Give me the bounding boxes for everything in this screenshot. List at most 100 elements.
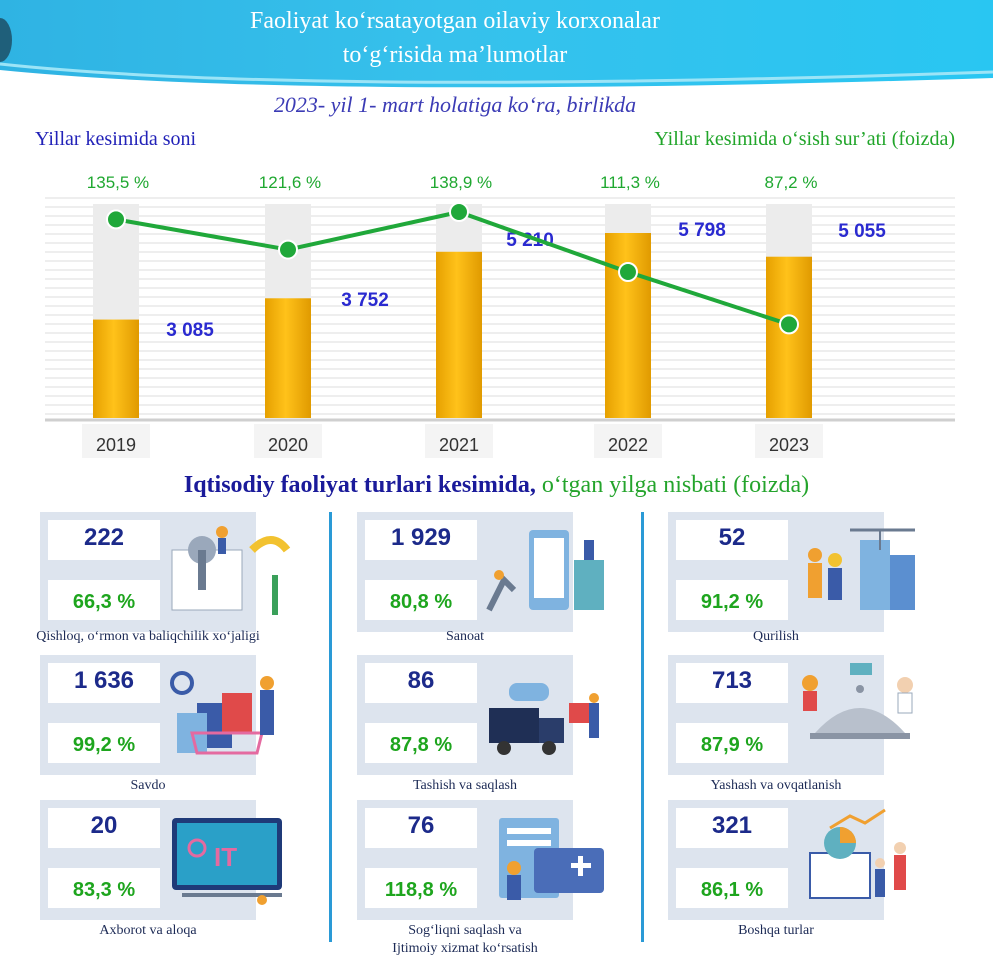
growth-rate-point xyxy=(106,209,126,230)
category-label: 2020 xyxy=(268,435,308,455)
svg-text:IT: IT xyxy=(214,842,237,872)
category-tab xyxy=(425,424,493,458)
category-tab xyxy=(594,424,662,458)
sector-label-line-1: Qurilish xyxy=(753,629,799,644)
sector-label: Qurilish xyxy=(626,628,926,646)
category-label: 2021 xyxy=(439,435,479,455)
growth-rate-point xyxy=(278,239,298,260)
sector-panel: 52 91,2 % xyxy=(668,512,915,632)
bar-2020 xyxy=(265,298,311,418)
sector-label: Sog‘liqni saqlash va Ijtimoiy xizmat ko‘r… xyxy=(315,922,615,958)
growth-rate-label: 138,9 % xyxy=(430,173,492,192)
sector-pct: 91,2 % xyxy=(700,591,764,613)
sector-count: 1 929 xyxy=(390,524,452,551)
growth-rate-label: 87,2 % xyxy=(765,173,818,192)
sector-count: 713 xyxy=(711,667,753,694)
bar-2019 xyxy=(93,319,139,418)
sector-count-box: 86 xyxy=(365,663,477,703)
page-title: Faoliyat ko‘rsatayotgan oilaviy korxonal… xyxy=(150,4,760,72)
growth-rate-label: 111,3 % xyxy=(600,173,660,192)
sector-label: Sanoat xyxy=(315,628,615,646)
line-series-label: Yillar kesimida o‘sish sur’ati (foizda) xyxy=(654,128,955,150)
sector-panel: 1 636 99,2 % xyxy=(40,655,274,775)
sector-count-box: 1 929 xyxy=(365,520,477,560)
sector-panel: 86 87,8 % xyxy=(357,655,599,775)
sector-panel: 1 929 80,8 % xyxy=(357,512,604,632)
analytics-illustration xyxy=(809,808,906,899)
it-illustration: IT xyxy=(172,818,282,905)
header-banner xyxy=(0,0,993,92)
bar-value-label: 5 210 xyxy=(506,230,554,251)
sector-count-box: 52 xyxy=(676,520,788,560)
sector-count: 321 xyxy=(711,812,753,839)
sector-count: 20 xyxy=(90,812,118,839)
sector-pct-box: 99,2 % xyxy=(48,723,160,763)
sector-pct: 86,1 % xyxy=(700,879,764,901)
growth-rate-label: 135,5 % xyxy=(87,173,149,192)
sector-label: Savdo xyxy=(0,777,298,795)
sector-count-box: 1 636 xyxy=(48,663,160,703)
sector-pct-box: 91,2 % xyxy=(676,580,788,620)
sector-count-box: 222 xyxy=(48,520,160,560)
sector-pct: 66,3 % xyxy=(72,591,136,613)
bar-2022 xyxy=(605,233,651,418)
page-subtitle: 2023- yil 1- mart holatiga ko‘ra, birlik… xyxy=(273,92,637,117)
sector-count: 222 xyxy=(83,524,125,551)
title-line-1: Faoliyat ko‘rsatayotgan oilaviy korxonal… xyxy=(250,8,660,34)
sector-pct-box: 87,9 % xyxy=(676,723,788,763)
sector-pct: 80,8 % xyxy=(389,591,453,613)
sector-label-line-1: Axborot va aloqa xyxy=(99,923,197,938)
sector-label: Boshqa turlar xyxy=(626,922,926,940)
construction-illustration xyxy=(808,528,915,610)
column-divider-1 xyxy=(329,512,332,942)
sector-count: 76 xyxy=(407,812,435,839)
sector-label: Axborot va aloqa xyxy=(0,922,298,940)
title-line-2: to‘g‘risida ma’lumotlar xyxy=(342,42,568,68)
sector-pct: 83,3 % xyxy=(72,879,136,901)
bar-2021 xyxy=(436,251,482,418)
category-label: 2019 xyxy=(96,435,136,455)
growth-rate-point xyxy=(449,202,469,222)
agriculture-illustration xyxy=(171,526,291,615)
category-label: 2023 xyxy=(769,435,809,455)
sector-label-line-1: Sanoat xyxy=(445,629,485,644)
bar-value-label: 3 752 xyxy=(341,290,389,311)
sector-pct-box: 118,8 % xyxy=(365,868,477,908)
healthcare-illustration xyxy=(499,818,604,900)
sector-pct-box: 83,3 % xyxy=(48,868,160,908)
category-label: 2022 xyxy=(608,435,648,455)
growth-rate-label: 121,6 % xyxy=(259,173,321,192)
trade-illustration xyxy=(170,671,274,755)
sector-label-line-1: Tashish va saqlash xyxy=(412,778,517,793)
sector-count: 52 xyxy=(718,524,746,551)
industry-illustration xyxy=(486,530,604,612)
sector-pct-box: 86,1 % xyxy=(676,868,788,908)
sector-panel: 713 87,9 % xyxy=(668,655,913,775)
category-tab xyxy=(82,424,150,458)
sector-pct: 99,2 % xyxy=(72,734,136,756)
sector-label: Tashish va saqlash xyxy=(315,777,615,795)
combo-chart: 3 085 2019 135,5 % 3 752 2020 121,6 % 5 210 202… xyxy=(45,173,955,458)
category-tab xyxy=(755,424,823,458)
sector-label-line-1: Sog‘liqni saqlash va xyxy=(408,923,522,938)
sector-panel: 321 86,1 % xyxy=(668,800,906,920)
bar-value-label: 5 055 xyxy=(838,221,886,242)
sector-pct-box: 87,8 % xyxy=(365,723,477,763)
sector-count-box: 76 xyxy=(365,808,477,848)
growth-rate-point xyxy=(618,262,638,282)
sector-count-box: 20 xyxy=(48,808,160,848)
section-title-rest: o‘tgan yilga nisbati (foizda) xyxy=(535,472,810,498)
sector-count-box: 713 xyxy=(676,663,788,703)
sector-label-line-1: Yashash va ovqatlanish xyxy=(710,778,842,793)
category-tab xyxy=(254,424,322,458)
sector-label-line-1: Savdo xyxy=(130,778,166,793)
sector-pct-box: 80,8 % xyxy=(365,580,477,620)
sector-label-line-1: Boshqa turlar xyxy=(738,923,814,938)
hospitality-illustration xyxy=(802,663,913,739)
banner-curve xyxy=(0,18,993,92)
section-title: Iqtisodiy faoliyat turlari kesimida, o‘t… xyxy=(0,472,993,499)
sector-pct: 87,9 % xyxy=(700,734,764,756)
section-title-bold: Iqtisodiy faoliyat turlari kesimida, xyxy=(183,472,536,498)
sector-panel: 222 66,3 % xyxy=(40,512,291,632)
bar-value-label: 3 085 xyxy=(166,320,214,341)
